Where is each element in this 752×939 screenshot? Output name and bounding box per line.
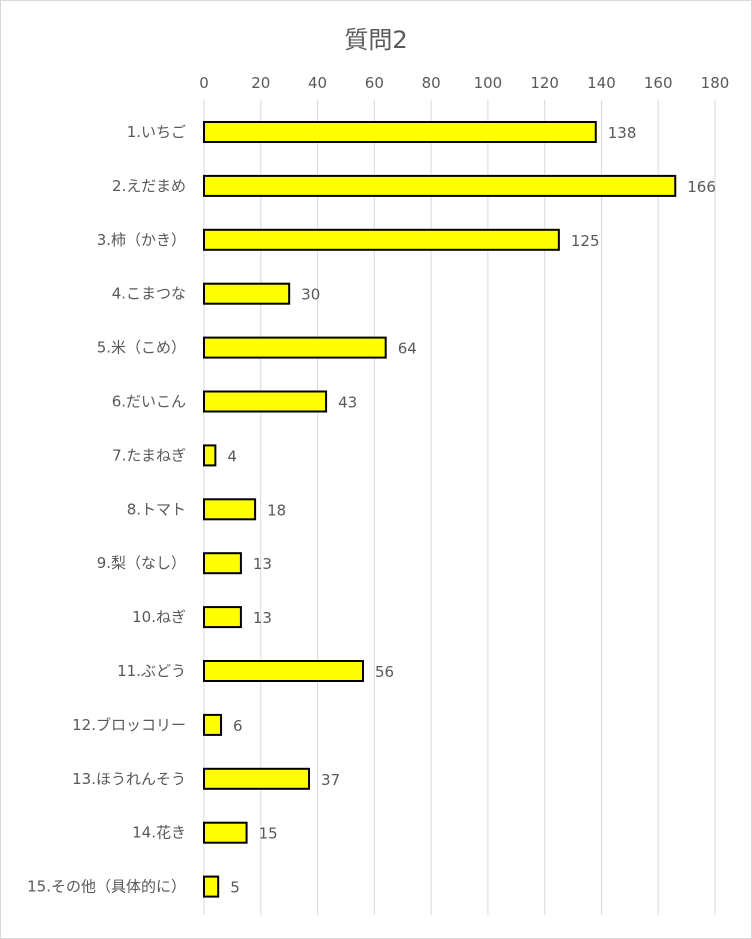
data-label: 6: [233, 717, 243, 735]
data-label: 43: [338, 394, 357, 412]
bar: [203, 444, 217, 467]
category-labels: 1.いちご 2.えだまめ 3.柿（かき） 4.こまつな 5.米（こめ） 6.だいこん 7.た…: [27, 123, 186, 896]
bar: [203, 390, 328, 413]
x-axis-ticks: 0 20 40 60 80 100 120 140 160 180: [199, 74, 729, 92]
category-label: 4.こまつな: [112, 285, 186, 303]
data-label: 56: [375, 663, 394, 681]
category-label: 12.ブロッコリー: [72, 716, 186, 734]
x-tick-label: 100: [474, 74, 503, 92]
data-labels: 138 166 125 30 64 43 4 18 13 13 56 6 37 15 5: [227, 124, 716, 897]
data-label: 15: [259, 825, 278, 843]
bar: [203, 713, 223, 736]
data-label: 138: [608, 124, 637, 142]
data-label: 13: [253, 555, 272, 573]
category-label: 10.ねぎ: [132, 608, 186, 626]
bar: [203, 282, 291, 305]
x-tick-label: 60: [365, 74, 384, 92]
data-label: 30: [301, 286, 320, 304]
data-label: 37: [321, 771, 340, 789]
x-tick-label: 160: [644, 74, 673, 92]
data-label: 4: [227, 447, 237, 465]
bar: [203, 552, 242, 575]
category-label: 13.ほうれんそう: [72, 770, 186, 788]
bar: [203, 121, 597, 143]
bar: [203, 228, 560, 251]
bars: [203, 121, 677, 898]
bar: [203, 767, 311, 790]
category-label: 14.花き: [132, 824, 186, 842]
category-label: 6.だいこん: [112, 393, 186, 411]
category-label: 11.ぶどう: [117, 662, 186, 680]
data-label: 125: [571, 232, 600, 250]
x-tick-label: 80: [422, 74, 441, 92]
category-label: 15.その他（具体的に）: [27, 878, 186, 896]
chart-title: 質問2: [344, 26, 408, 54]
category-label: 2.えだまめ: [112, 177, 186, 195]
bar: [203, 875, 220, 898]
category-label: 5.米（こめ）: [97, 339, 186, 357]
x-tick-label: 20: [251, 74, 270, 92]
category-label: 1.いちご: [127, 123, 186, 141]
data-label: 13: [253, 609, 272, 627]
x-tick-label: 180: [701, 74, 730, 92]
bar: [203, 606, 242, 629]
x-tick-label: 0: [199, 74, 209, 92]
category-label: 8.トマト: [127, 500, 186, 518]
bar: [203, 174, 677, 197]
category-label: 7.たまねぎ: [112, 446, 186, 464]
x-tick-label: 120: [530, 74, 559, 92]
data-label: 166: [687, 178, 716, 196]
category-label: 3.柿（かき）: [97, 231, 186, 249]
data-label: 64: [398, 340, 417, 358]
bar: [203, 498, 257, 521]
bar: [203, 821, 248, 844]
x-tick-label: 140: [587, 74, 616, 92]
data-label: 18: [267, 501, 286, 519]
bar: [203, 336, 387, 359]
data-label: 5: [230, 879, 240, 897]
x-tick-label: 40: [308, 74, 327, 92]
category-label: 9.梨（なし）: [97, 554, 186, 572]
bar: [203, 660, 364, 682]
